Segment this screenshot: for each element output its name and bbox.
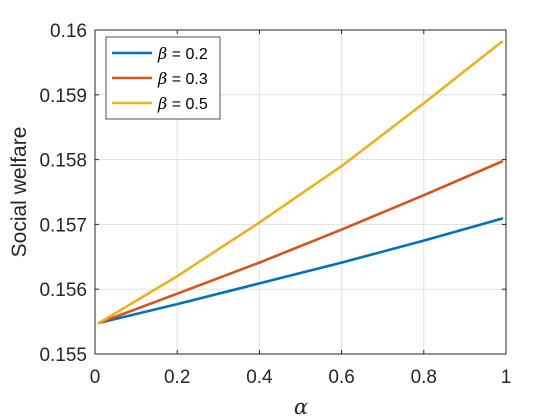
legend-symbol: β	[157, 69, 167, 88]
x-tick-label: 0.2	[164, 367, 190, 388]
legend-symbol: β	[157, 44, 167, 63]
series-line	[97, 217, 504, 325]
series-lines	[97, 40, 504, 325]
x-tick-label: 0.6	[328, 367, 354, 388]
x-tick-label: 0.8	[411, 367, 437, 388]
y-tick-labels: 0.155 0.156 0.157 0.158 0.159 0.16	[39, 21, 87, 366]
series-line	[97, 160, 504, 325]
legend: β = 0.2β = 0.3β = 0.5	[105, 36, 221, 120]
x-tick-label: 1	[501, 367, 512, 388]
y-tick-label: 0.156	[39, 280, 87, 301]
y-tick-label: 0.159	[39, 86, 87, 107]
y-tick-label: 0.16	[50, 21, 87, 42]
legend-value: = 0.2	[167, 46, 208, 63]
tick-marks	[94, 29, 507, 355]
series-line	[97, 40, 504, 325]
legend-symbol: β	[157, 94, 167, 113]
y-tick-label: 0.158	[39, 151, 87, 172]
legend-label: β = 0.2	[157, 44, 208, 63]
legend-value: = 0.3	[167, 71, 208, 88]
x-axis-label: α	[294, 395, 308, 419]
legend-label: β = 0.3	[157, 69, 208, 88]
y-tick-label: 0.155	[39, 345, 87, 366]
y-axis-label: Social welfare	[8, 127, 31, 258]
legend-value: = 0.5	[167, 96, 208, 113]
x-tick-label: 0.4	[246, 367, 273, 388]
legend-label: β = 0.5	[157, 94, 208, 113]
plot-frame	[94, 29, 507, 355]
x-tick-labels: 0 0.2 0.4 0.6 0.8 1	[90, 367, 512, 388]
x-tick-label: 0	[90, 367, 101, 388]
y-tick-label: 0.157	[39, 215, 87, 236]
